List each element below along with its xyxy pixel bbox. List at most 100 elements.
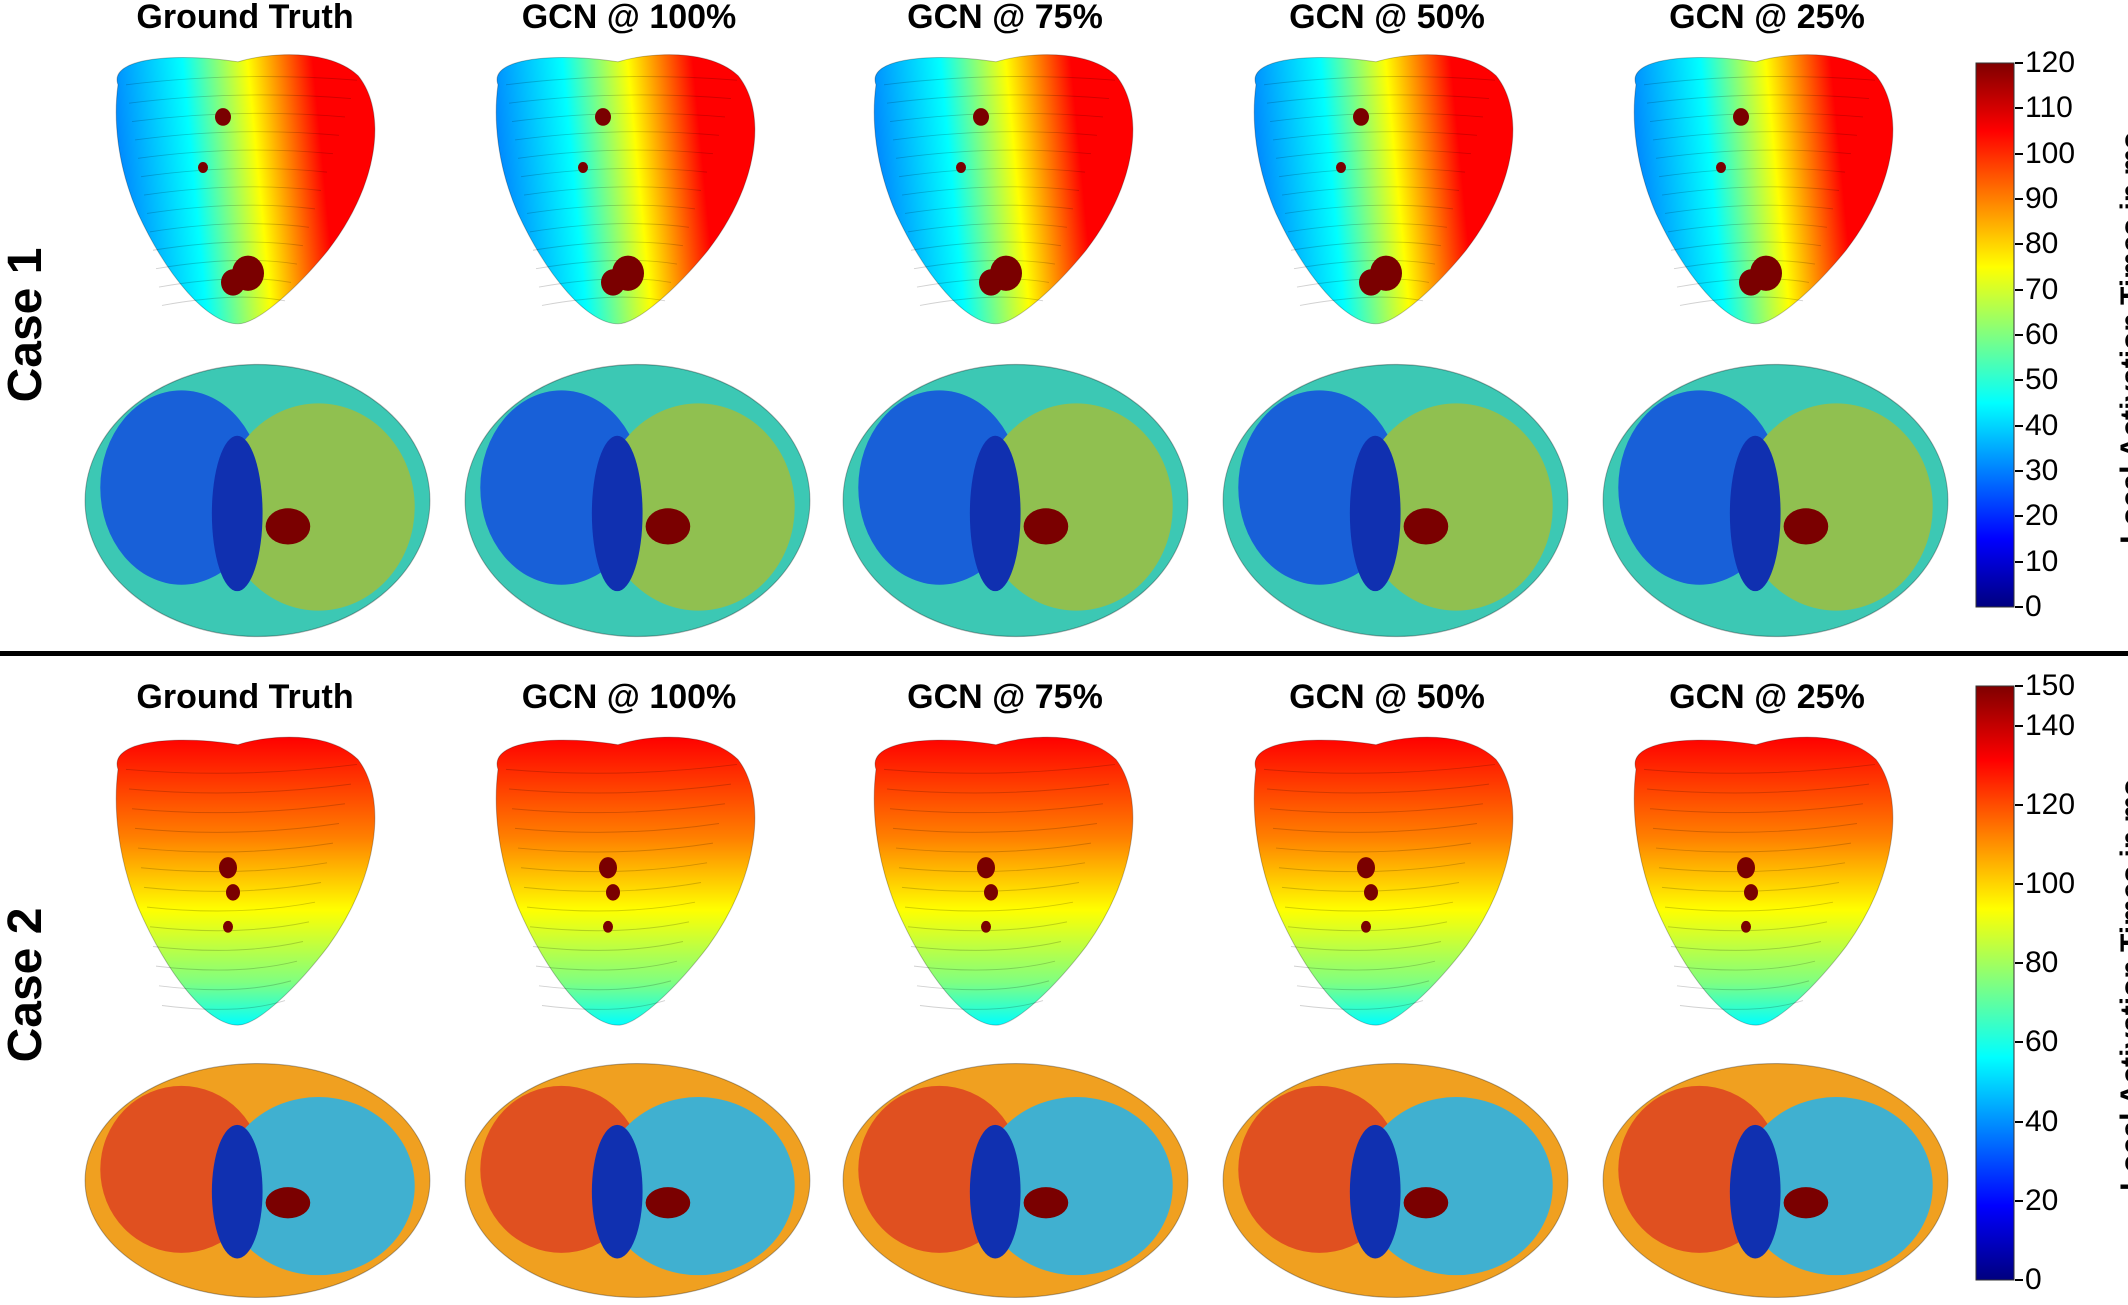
scar-region — [226, 884, 240, 901]
septum — [1729, 435, 1781, 592]
colorbar-tick-mark — [2015, 1041, 2023, 1044]
scar-region — [981, 920, 991, 933]
column-title-gcn-50: GCN @ 50% — [1289, 678, 1485, 716]
colorbar-tick-mark — [2015, 724, 2023, 727]
column-title-gcn-25: GCN @ 25% — [1669, 0, 1865, 36]
case-1-block: Case 1 Ground Truth GCN @ 100% GCN @ 75%… — [0, 0, 2128, 650]
case-1-base-view-2 — [842, 363, 1189, 638]
column-title-gcn-75: GCN @ 75% — [907, 678, 1103, 716]
scar-region — [1744, 884, 1758, 901]
scar-region — [956, 162, 966, 174]
column-title-ground-truth: Ground Truth — [136, 678, 354, 716]
scar-region — [223, 920, 233, 933]
colorbar-tick-label: 110 — [2025, 91, 2073, 125]
colorbar-tick-label: 150 — [2025, 669, 2076, 702]
heart-surface — [1633, 54, 1894, 325]
case-2-base-view-0 — [84, 1063, 431, 1298]
case-1-label: Case 1 — [0, 247, 52, 403]
septum — [969, 435, 1021, 592]
colorbar-tick-mark — [2015, 334, 2023, 336]
colorbar-tick-mark — [2015, 288, 2023, 291]
scar-region — [645, 1187, 691, 1219]
colorbar-tick-label: 20 — [2025, 499, 2059, 533]
case-2-front-view-0 — [115, 736, 376, 1026]
heart-surface — [495, 736, 756, 1026]
scar-region — [1733, 108, 1749, 126]
scar-region — [265, 1187, 311, 1219]
case-2-front-view-3 — [1253, 736, 1514, 1026]
case-2-base-view-3 — [1222, 1063, 1569, 1298]
colorbar-tick-label: 20 — [2025, 1183, 2059, 1217]
case-2-front-view-4 — [1633, 736, 1894, 1026]
colorbar-tick-label: 90 — [2025, 182, 2059, 215]
colorbar-tick-label: 40 — [2025, 1104, 2059, 1138]
colorbar-tick-mark — [2015, 606, 2023, 608]
scar-region — [215, 108, 231, 126]
colorbar-tick-label: 100 — [2025, 867, 2076, 900]
colorbar-tick-mark — [2015, 962, 2023, 965]
colorbar-tick-mark — [2015, 515, 2023, 518]
septum — [591, 435, 643, 592]
colorbar-tick-mark — [2015, 803, 2023, 806]
scar-region — [599, 857, 617, 879]
column-title-gcn-100: GCN @ 100% — [521, 0, 737, 36]
septum — [1349, 1124, 1401, 1259]
left-ventricle-cavity — [980, 403, 1173, 611]
case-2-base-view-1 — [464, 1063, 811, 1298]
colorbar-tick-label: 80 — [2025, 946, 2059, 980]
scar-region — [1783, 1187, 1829, 1219]
heart-surface — [1253, 736, 1514, 1026]
case-1-base-view-3 — [1222, 363, 1569, 638]
case-1-front-view-1 — [495, 54, 756, 325]
column-title-gcn-50: GCN @ 50% — [1289, 0, 1485, 36]
scar-region — [973, 108, 989, 126]
case-1-front-view-4 — [1633, 54, 1894, 325]
colorbar-tick-mark — [2015, 1120, 2023, 1123]
scar-region — [1336, 162, 1346, 174]
scar-region — [198, 162, 208, 174]
septum — [211, 435, 263, 592]
colorbar-tick-label: 80 — [2025, 227, 2059, 261]
colorbar-tick-mark — [2015, 198, 2023, 200]
scar-region — [1716, 162, 1726, 174]
column-title-gcn-75: GCN @ 75% — [907, 0, 1103, 36]
case-2-base-view-4 — [1602, 1063, 1949, 1298]
septum — [211, 1124, 263, 1259]
left-ventricle-cavity — [222, 403, 415, 611]
case-1-front-view-0 — [115, 54, 376, 325]
case-2-colorbar — [1975, 685, 2015, 1281]
scar-region — [595, 108, 611, 126]
colorbar-tick-label: 120 — [2025, 787, 2076, 821]
left-ventricle-cavity — [1360, 403, 1553, 611]
case-divider — [0, 651, 2128, 656]
scar-region — [601, 269, 625, 296]
case-2-colorbar-title: Local Activation Times in ms — [2115, 779, 2128, 1191]
colorbar-tick-label: 140 — [2025, 708, 2076, 742]
case-1-base-view-0 — [84, 363, 431, 638]
heart-surface — [115, 736, 376, 1026]
column-title-gcn-100: GCN @ 100% — [521, 678, 737, 716]
heart-surface — [873, 54, 1134, 325]
colorbar-tick-label: 0 — [2025, 590, 2042, 623]
left-ventricle-cavity — [602, 1096, 795, 1276]
scar-region — [1357, 857, 1375, 879]
colorbar-tick-label: 60 — [2025, 1025, 2059, 1059]
scar-region — [645, 508, 691, 545]
scar-region — [219, 857, 237, 879]
colorbar-tick-label: 120 — [2025, 46, 2076, 79]
colorbar-tick-mark — [2015, 424, 2023, 427]
column-title-gcn-25: GCN @ 25% — [1669, 678, 1865, 716]
heart-surface — [495, 54, 756, 325]
case-1-front-view-2 — [873, 54, 1134, 325]
scar-region — [603, 920, 613, 933]
case-2-front-view-1 — [495, 736, 756, 1026]
scar-region — [1741, 920, 1751, 933]
scar-region — [1364, 884, 1378, 901]
scar-region — [977, 857, 995, 879]
case-1-base-view-1 — [464, 363, 811, 638]
scar-region — [1353, 108, 1369, 126]
colorbar-tick-label: 30 — [2025, 454, 2059, 487]
scar-region — [578, 162, 588, 174]
septum — [969, 1124, 1021, 1259]
septum — [1349, 435, 1401, 592]
